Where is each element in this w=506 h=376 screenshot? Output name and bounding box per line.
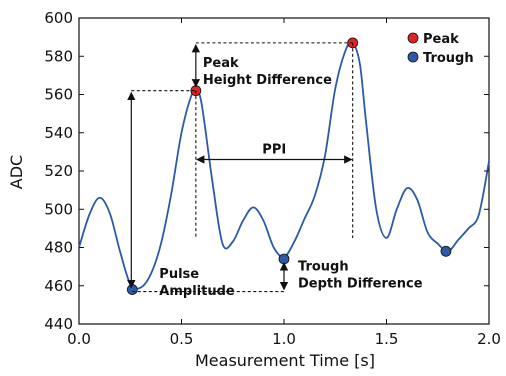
y-tick-label: 520 — [44, 162, 73, 180]
legend-peak-label: Peak — [423, 32, 459, 47]
legend: Peak Trough — [407, 32, 474, 66]
ppi-label: PPI — [262, 143, 286, 158]
x-tick-label: 0.0 — [67, 330, 91, 348]
legend-trough-marker — [407, 51, 419, 63]
trough-marker — [440, 245, 452, 257]
trough-marker — [278, 253, 290, 265]
y-tick-label: 480 — [44, 239, 73, 257]
y-tick-label: 560 — [44, 86, 73, 104]
legend-peak-marker — [407, 32, 419, 44]
x-tick-label: 1.5 — [375, 330, 399, 348]
x-tick-label: 2.0 — [477, 330, 501, 348]
y-axis-label: ADC — [7, 155, 26, 189]
x-tick-label: 0.5 — [170, 330, 194, 348]
legend-trough-label: Trough — [423, 51, 474, 66]
pulse-amplitude-label: Pulse Amplitude — [159, 267, 235, 299]
trough-marker — [126, 284, 138, 295]
y-tick-label: 540 — [44, 124, 73, 142]
y-tick-label: 440 — [44, 315, 73, 333]
peak-height-difference-label: Peak Height Difference — [203, 56, 332, 88]
x-axis-label: Measurement Time [s] — [195, 351, 375, 370]
y-tick-label: 580 — [44, 47, 73, 65]
trough-depth-difference-label: Trough Depth Difference — [298, 259, 423, 291]
x-tick-label: 1.0 — [272, 330, 296, 348]
y-tick-label: 460 — [44, 277, 73, 295]
y-tick-label: 500 — [44, 200, 73, 218]
y-tick-label: 600 — [44, 9, 73, 27]
